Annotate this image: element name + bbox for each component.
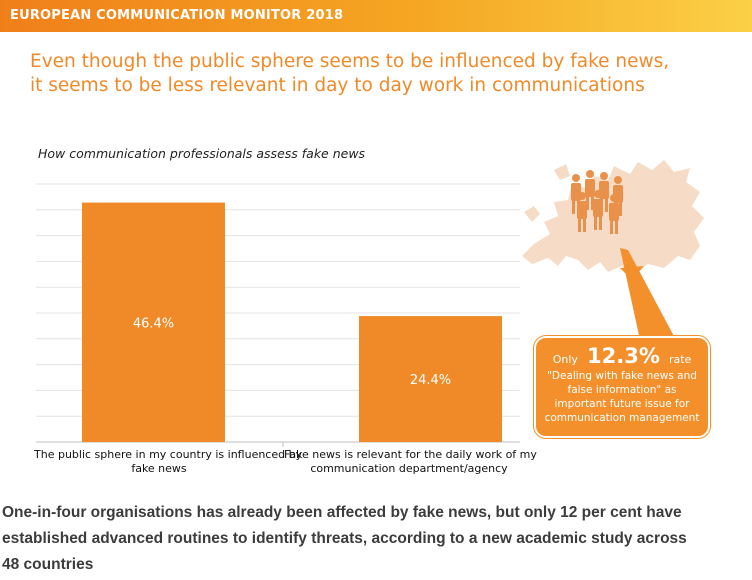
summary-text: One-in-four organisations has already be…	[2, 500, 750, 578]
callout-suffix: rate	[668, 353, 692, 366]
banner: EUROPEAN COMMUNICATION MONITOR 2018	[0, 0, 752, 32]
bar-1	[82, 202, 225, 442]
headline-line-2: it seems to be less relevant in day to d…	[30, 75, 645, 96]
bar-value-label-2: 24.4%	[410, 373, 451, 388]
x-category-label-1-line-1: The public sphere in my country is influ…	[34, 448, 303, 461]
summary-line-2: established advanced routines to identif…	[2, 530, 687, 547]
headline-line-1: Even though the public sphere seems to b…	[30, 51, 670, 72]
headline: Even though the public sphere seems to b…	[30, 50, 730, 98]
callout-line-4: communication management	[544, 412, 700, 424]
x-category-label-2: Fake news is relevant for the daily work…	[284, 448, 537, 476]
callout-line-1: "Dealing with fake news and	[547, 370, 697, 382]
callout-prefix: Only	[552, 353, 578, 366]
banner-title: EUROPEAN COMMUNICATION MONITOR 2018	[10, 8, 344, 23]
bar-value-label-1: 46.4%	[133, 316, 174, 331]
x-category-label-2-line-1: Fake news is relevant for the daily work…	[284, 448, 537, 461]
callout-box: Only 12.3% rate "Dealing with fake news …	[534, 336, 710, 438]
callout-value: 12.3%	[587, 344, 660, 368]
callout-line-3: important future issue for	[554, 398, 690, 410]
chart-title: How communication professionals assess f…	[38, 146, 366, 161]
europe-map-with-people-icon	[522, 160, 704, 280]
x-category-label-1: The public sphere in my country is influ…	[34, 448, 303, 476]
callout-line-2: false information" as	[567, 384, 677, 396]
x-category-label-2-line-2: communication department/agency	[310, 462, 508, 475]
bar-2	[359, 316, 502, 442]
summary-line-3: 48 countries	[2, 556, 94, 573]
x-category-label-1-line-2: fake news	[131, 462, 187, 475]
summary-line-1: One-in-four organisations has already be…	[2, 504, 682, 521]
bar-chart: 46.4% 24.4%	[36, 183, 520, 447]
